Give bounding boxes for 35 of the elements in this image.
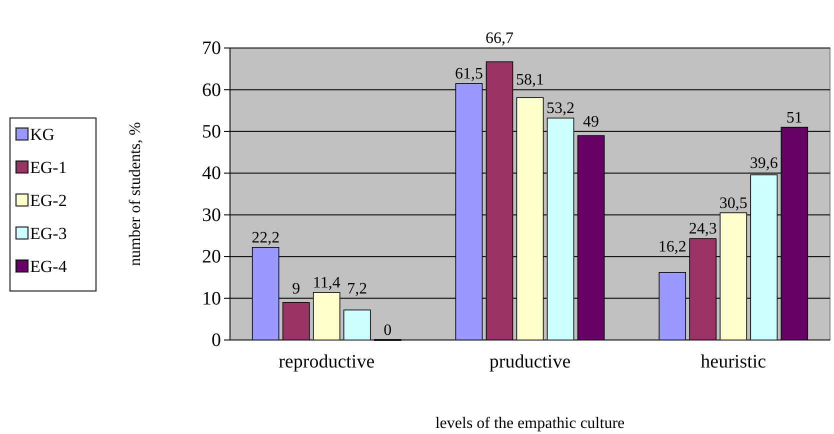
x-tick-label: reproductive: [278, 351, 375, 372]
x-tick-label: pruductive: [489, 351, 571, 372]
data-label: 58,1: [516, 72, 544, 89]
data-label: 9: [292, 280, 300, 298]
data-label: 39,6: [750, 155, 778, 172]
data-label: 30,5: [719, 194, 748, 212]
y-tick-label: 50: [202, 122, 221, 143]
data-label: 24,3: [688, 220, 717, 238]
data-label: 53,2: [546, 100, 575, 118]
y-tick-label: 10: [202, 288, 221, 310]
data-label: 61,5: [454, 65, 483, 82]
x-tick-label: heuristic: [700, 351, 766, 372]
legend-label: EG-1: [30, 158, 67, 177]
y-tick-label: 70: [202, 38, 221, 60]
data-label: 66,7: [485, 30, 514, 47]
data-label: 11,4: [312, 274, 340, 292]
data-label: 51: [786, 109, 802, 126]
y-tick-label: 20: [202, 246, 221, 268]
data-label: 16,2: [658, 238, 686, 256]
y-tick-label: 60: [202, 80, 221, 101]
y-tick-label: 40: [202, 163, 221, 184]
y-tick-label: 0: [212, 330, 221, 352]
data-label: 22,2: [252, 229, 280, 246]
bar: [343, 310, 371, 340]
bar: [282, 302, 310, 340]
legend-label: EG-3: [30, 224, 67, 243]
legend-label: EG-2: [30, 191, 67, 210]
x-axis-title: levels of the empathic culture: [435, 415, 625, 432]
legend-label: EG-4: [30, 257, 68, 276]
data-label: 7,2: [347, 280, 368, 298]
legend-label: KG: [30, 125, 55, 144]
data-label: 49: [583, 113, 600, 130]
y-axis-title: number of students, %: [127, 122, 144, 266]
y-tick-label: 30: [202, 204, 221, 226]
data-label: 0: [384, 322, 392, 339]
